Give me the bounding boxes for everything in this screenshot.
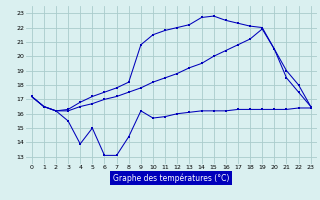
X-axis label: Graphe des températures (°C): Graphe des températures (°C) xyxy=(113,173,229,183)
